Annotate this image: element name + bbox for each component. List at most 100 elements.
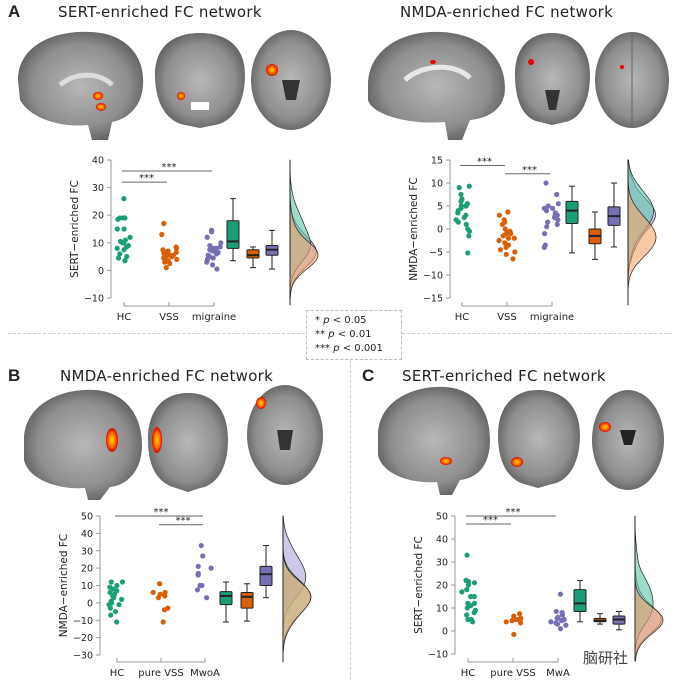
x-tick-label: HC [455,312,470,323]
panel-a-left-title: SERT-enriched FC network [58,3,262,21]
y-tick-label: 10 [92,238,104,249]
x-tick-label: MwA [546,668,570,679]
panel-b-title: NMDA-enriched FC network [60,367,274,385]
box-iqr [246,249,260,259]
panel-label-c: C [362,366,375,385]
y-tick-label: −15 [423,294,443,305]
brain-axial-b [247,385,323,485]
data-point [107,605,113,611]
data-point [465,582,472,588]
data-point [114,582,120,589]
y-tick-label: 50 [436,512,448,523]
data-point [209,229,215,235]
significance-legend: * p < 0.05 ** p < 0.01 *** p < 0.001 [306,310,402,360]
data-point [167,260,173,267]
data-point [114,619,120,625]
brain-coronal-b [148,393,228,492]
brain-coronal-a-sert [155,33,245,128]
data-point [121,226,127,232]
chart-C: −10 0 10 20 30 40 50 SERT−enriched FC HC pure VSS… [413,507,664,679]
data-point [108,612,114,618]
divider-vertical [350,360,351,680]
data-point [119,579,126,585]
data-point [554,615,560,621]
data-point [160,248,167,254]
data-point [208,565,214,571]
data-point [463,221,469,227]
box-iqr [565,200,579,224]
y-tick-label: 0 [442,627,448,638]
data-point [466,233,472,239]
data-point [200,553,206,559]
data-point [161,255,167,261]
data-point [503,231,510,237]
y-tick-label: −5 [429,248,443,259]
y-tick-label: 20 [92,211,104,222]
data-point [121,240,127,246]
significance-stars: *** [139,173,154,184]
y-tick-label: 15 [431,156,443,167]
data-point [461,214,467,221]
data-point [543,180,549,186]
data-point [505,209,511,215]
data-point [558,618,565,624]
data-point [464,552,470,558]
chart-A2: −15 −10 −5 0 5 10 15 NMDA−enriched FC HC VSS migra… [408,156,657,323]
data-point [548,619,554,625]
data-point [127,234,133,240]
data-point [114,245,120,251]
data-point [545,203,551,209]
brain-sagittal-b [24,389,142,500]
data-point [543,208,550,214]
y-tick-label: 20 [436,581,448,592]
y-tick-label: 40 [92,156,104,167]
data-point [117,251,123,257]
y-axis-label: SERT−enriched FC [413,536,425,634]
y-axis-label: SERT−enriched FC [69,180,81,278]
panel-a-right-title: NMDA-enriched FC network [400,3,614,21]
data-point [157,581,163,587]
brain-axial-c [592,390,664,490]
y-tick-label: 10 [81,581,93,592]
data-point [162,259,168,265]
box-iqr [259,565,273,587]
panel-c-title: SERT-enriched FC network [402,367,606,385]
significance-stars: *** [162,162,177,173]
data-point [464,587,470,593]
data-point [464,612,470,618]
data-point [213,245,219,251]
legend-item: ** p < 0.01 [315,329,372,340]
data-point [114,226,120,232]
significance-stars: *** [506,507,521,518]
data-point [161,607,168,613]
x-tick-label: HC [110,668,125,679]
data-point [496,212,502,218]
data-point [497,247,504,253]
data-point [115,255,122,261]
significance-stars: *** [483,515,498,526]
data-point [465,250,471,256]
data-point [209,262,216,268]
data-point [502,226,508,232]
data-point [541,244,547,250]
brain-axial-a-nmda [595,32,669,128]
data-point [499,221,506,227]
data-point [459,589,465,595]
y-tick-label: 10 [436,604,448,615]
legend-item: * p < 0.05 [315,315,367,326]
data-point [554,212,560,218]
data-point [471,610,477,616]
data-point [204,595,210,601]
data-point [198,542,204,549]
x-tick-label: pure VSS [490,668,535,679]
data-point [554,191,560,198]
data-point [559,612,566,618]
box-iqr [573,589,587,612]
data-point [508,231,514,237]
data-point [161,220,167,227]
data-point [173,245,180,251]
data-point [150,589,156,596]
x-tick-label: HC [117,312,132,323]
box-iqr [240,591,254,609]
data-point [213,251,220,257]
